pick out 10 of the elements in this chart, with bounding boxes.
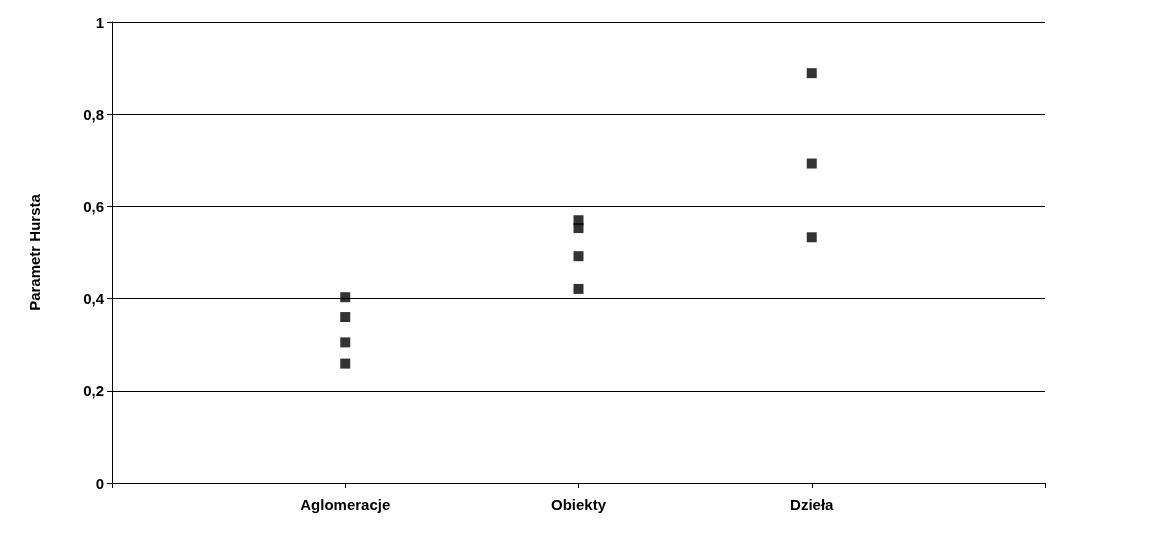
y-tick-label: 0,2 (83, 382, 104, 400)
y-tick-label: 0,4 (83, 290, 105, 308)
y-axis-title: Parametr Hursta (26, 193, 43, 311)
y-tick-label: 0 (95, 474, 104, 492)
y-tick-label: 1 (95, 13, 104, 31)
x-tick-label: Obiekty (550, 496, 607, 513)
y-tick-label: 0,6 (83, 197, 104, 215)
y-tick-label: 0,8 (83, 105, 104, 123)
x-tick-label: Dzieła (790, 496, 835, 513)
x-tick-label: Aglomeracje (300, 496, 391, 513)
